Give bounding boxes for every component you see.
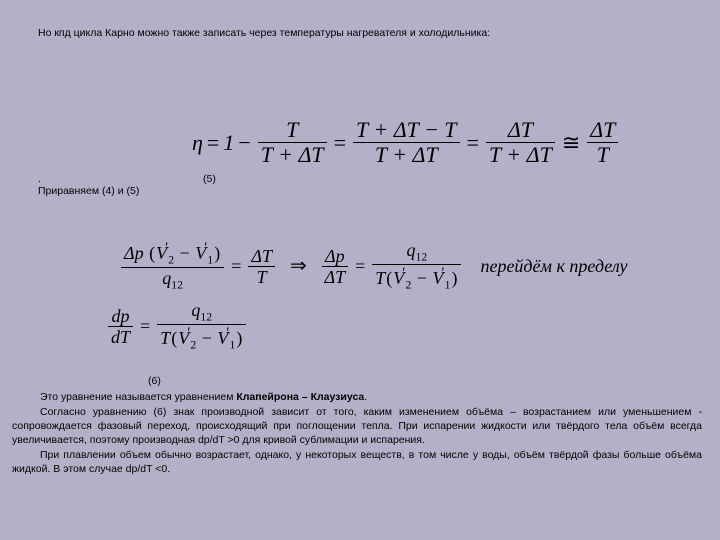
dot: . xyxy=(38,173,41,185)
bottom-paragraphs: (6) Это уравнение называется уравнением … xyxy=(12,375,702,478)
mid-frac-dp: Δp ΔT xyxy=(322,246,349,287)
equals-2: = xyxy=(334,130,346,156)
frac-1: T T + ΔT xyxy=(258,118,327,167)
frac-2: T + ΔT − T T + ΔT xyxy=(353,118,460,167)
eq6-line: (6) xyxy=(12,375,702,389)
eq6-label: (6) xyxy=(120,375,161,389)
slide-page: Но кпд цикла Карно можно также записать … xyxy=(0,0,720,540)
mid-frac-left: Δp (V′2 − V′1) q12 xyxy=(121,240,224,293)
equals-1: = xyxy=(207,130,219,156)
final-frac-right: q12 T(V′2 − V′1) xyxy=(157,300,246,353)
eq5-label: (5) xyxy=(203,173,216,185)
arrow-icon: ⇒ xyxy=(290,254,307,278)
frac-3: ΔT T + ΔT xyxy=(486,118,555,167)
paragraph-2: Согласно уравнению (6) знак производной … xyxy=(12,406,702,447)
approx: ≅ xyxy=(562,130,580,156)
intro-text: Но кпд цикла Карно можно также записать … xyxy=(38,26,690,40)
equals-3: = xyxy=(467,130,479,156)
paragraph-1: Это уравнение называется уравнением Клап… xyxy=(12,391,702,405)
equating-text: Приравняем (4) и (5) xyxy=(38,185,139,197)
paragraph-3: При плавлении объем обычно возрастает, о… xyxy=(12,449,702,476)
minus-1: − xyxy=(238,130,250,156)
one: 1 xyxy=(223,130,234,156)
equation-6: dp dT = q12 T(V′2 − V′1) xyxy=(105,300,249,353)
equation-5: η = 1 − T T + ΔT = T + ΔT − T T + ΔT = Δ… xyxy=(192,118,621,167)
final-frac-left: dp dT xyxy=(108,306,133,347)
eta-symbol: η xyxy=(192,130,203,156)
mid-frac-right: q12 T(V′2 − V′1) xyxy=(372,240,461,293)
frac-4: ΔT T xyxy=(587,118,618,167)
term-clapeyron: Клапейрона – Клаузиуса xyxy=(236,391,364,403)
mid-frac-dt: ΔT T xyxy=(248,246,275,287)
equation-mid: Δp (V′2 − V′1) q12 = ΔT T ⇒ Δp ΔT = q12 xyxy=(118,240,627,293)
limit-text: перейдём к пределу xyxy=(480,256,627,277)
